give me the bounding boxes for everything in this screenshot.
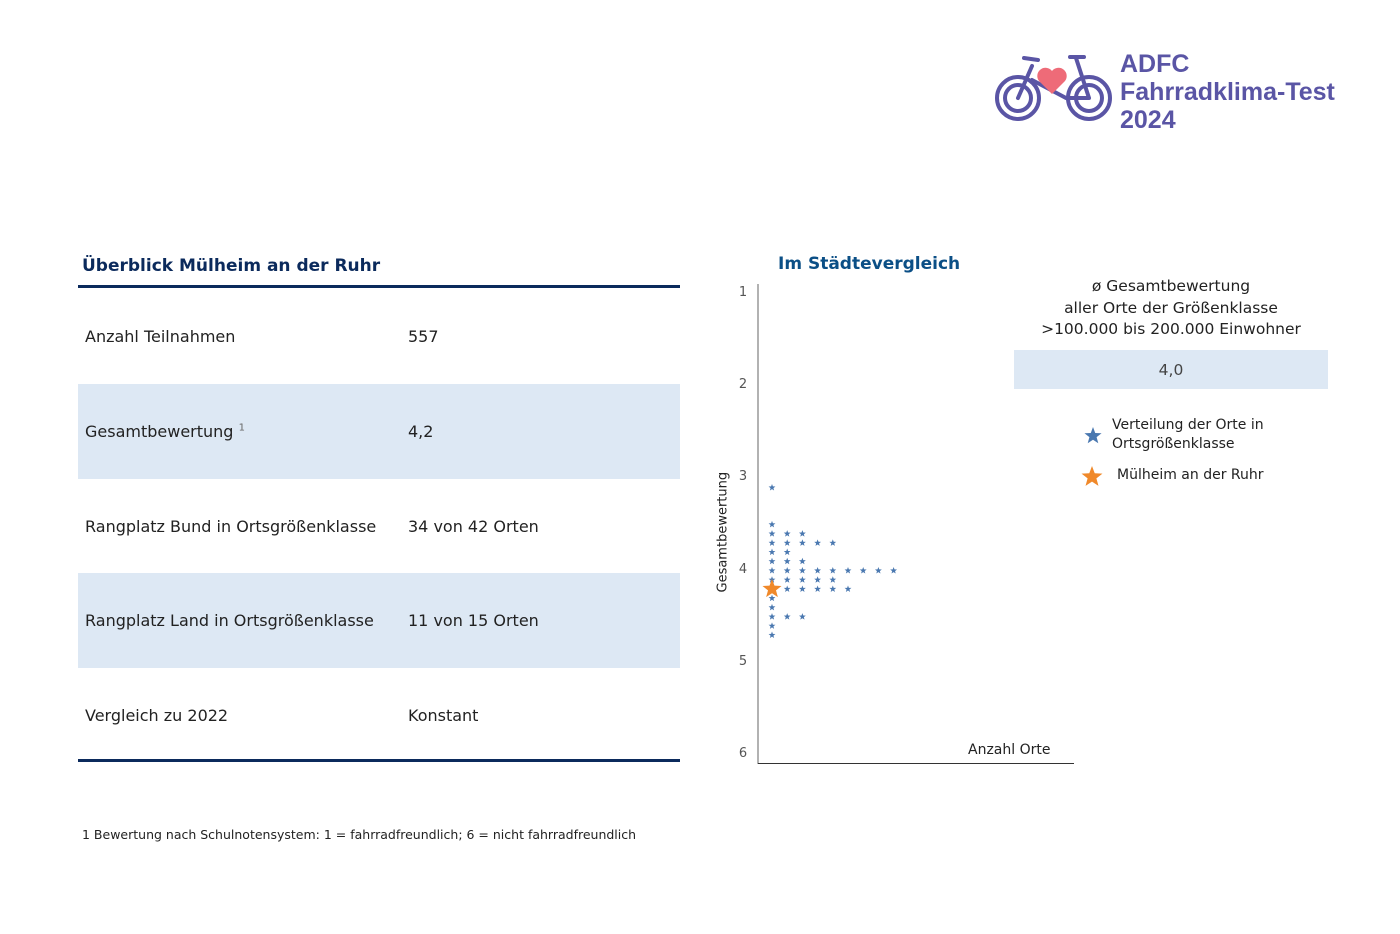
legend-highlight: Mülheim an der Ruhr [1117,467,1264,483]
distribution-star [798,585,806,592]
row-value: 557 [408,327,439,346]
logo-line: ADFC [1120,50,1190,78]
distribution-star [814,576,822,583]
y-tick-label: 5 [738,653,748,669]
bicycle-heart-icon [995,55,1112,121]
table-title: Überblick Mülheim an der Ruhr [82,256,381,276]
distribution-star [783,567,791,574]
row-label: Rangplatz Land in Ortsgrößenklasse [85,611,374,630]
distribution-star [783,576,791,583]
legend-star-blue-icon [1084,427,1102,444]
chart-title: Im Städtevergleich [778,254,961,274]
table-row: Anzahl Teilnahmen 557 [78,289,680,384]
row-value: 34 von 42 Orten [408,517,539,536]
distribution-star [768,594,776,602]
distribution-star [768,603,776,611]
x-axis-label: Anzahl Orte [968,742,1051,758]
logo-text: ADFC Fahrradklima-Test 2024 [1120,50,1335,134]
row-label: Gesamtbewertung [85,422,234,441]
distribution-star [874,567,882,574]
distribution-star [798,576,806,583]
row-value: 4,2 [408,422,434,441]
distribution-star [768,548,776,556]
distribution-star [768,613,776,620]
distribution-star [890,567,898,574]
row-label: Vergleich zu 2022 [85,706,229,725]
distribution-star [829,567,837,574]
y-tick-label: 4 [738,561,748,577]
distribution-star [783,530,791,537]
table-top-rule [78,285,680,288]
distribution-star [844,567,852,574]
average-line: aller Orte der Größenklasse [1064,298,1278,317]
distribution-star [859,567,867,574]
distribution-star [768,567,776,574]
distribution-star [829,576,837,583]
distribution-star [798,530,806,537]
footnote: 1 Bewertung nach Schulnotensystem: 1 = f… [82,827,637,842]
distribution-star [768,530,776,537]
distribution-star [783,539,791,546]
y-tick-label: 2 [738,377,748,393]
distribution-star [768,520,776,528]
distribution-star [798,557,806,565]
row-label: Rangplatz Bund in Ortsgrößenklasse [85,517,377,536]
distribution-star [844,585,852,592]
distribution-star [814,585,822,592]
y-tick-label: 6 [738,746,748,761]
distribution-star [768,484,776,491]
y-tick-label: 3 [738,469,748,485]
average-line: >100.000 bis 200.000 Einwohner [1041,320,1301,338]
average-description: ø Gesamtbewertung aller Orte der Größenk… [1014,276,1328,341]
footnote-ref: 1 [238,422,245,434]
distribution-star [798,567,806,574]
distribution-star [768,539,776,546]
table-row: Rangplatz Bund in Ortsgrößenklasse 34 von… [78,479,680,574]
highlight-star [762,579,782,598]
distribution-star [783,613,791,620]
table-row: Rangplatz Land in Ortsgrößenklasse 11 von… [78,573,680,668]
table-bottom-rule [78,759,680,762]
row-label: Anzahl Teilnahmen [85,327,236,346]
distribution-star [783,548,791,556]
logo-line: Fahrradklima-Test [1120,78,1335,106]
distribution-star [798,539,806,546]
table-row: Vergleich zu 2022 Konstant [78,668,680,763]
distribution-star [768,631,776,639]
distribution-star [768,557,776,565]
logo-line: 2024 [1120,106,1176,134]
distribution-star [814,539,822,546]
distribution-star [783,585,791,592]
distribution-star [783,557,791,565]
row-value: Konstant [408,706,479,725]
average-value: 4,0 [1014,350,1328,389]
legend-distribution: Verteilung der Orte in Ortsgrößenklasse [1112,417,1264,452]
distribution-star [768,622,776,629]
distribution-star [829,585,837,592]
table-row: Gesamtbewertung 1 4,2 [78,384,680,479]
legend-star-orange-icon [1081,466,1103,486]
distribution-star [798,613,806,620]
y-tick-label: 1 [738,285,748,300]
distribution-star [829,539,837,546]
distribution-star [814,567,822,574]
row-value: 11 von 15 Orten [408,611,539,630]
average-line: ø Gesamtbewertung [1091,277,1251,295]
